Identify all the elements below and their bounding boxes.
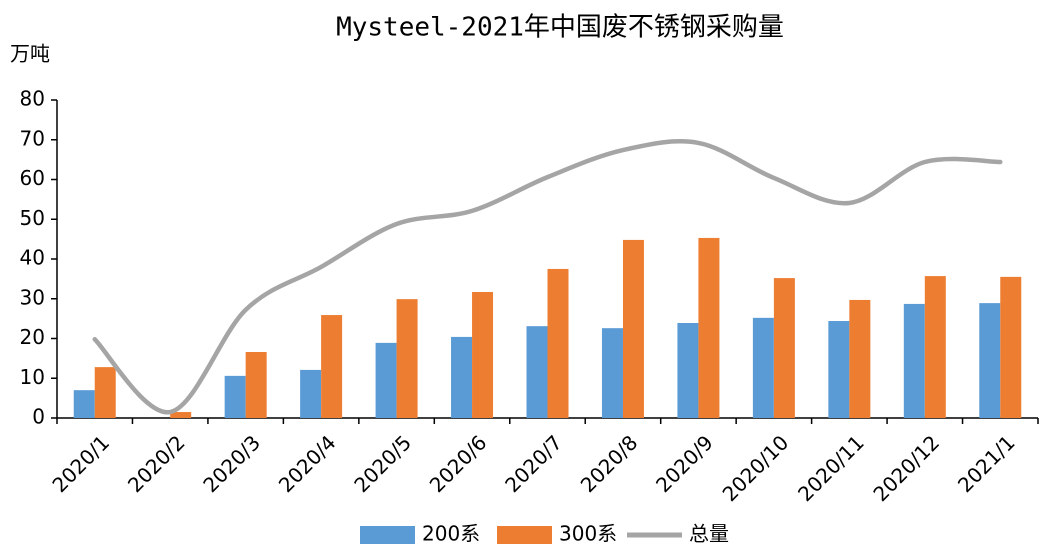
y-tick-label: 40	[20, 246, 45, 270]
bar	[451, 336, 473, 418]
bar	[94, 367, 116, 418]
y-tick-label: 10	[20, 365, 45, 389]
bar	[73, 390, 95, 418]
x-tick-label: 2020/12	[869, 430, 945, 506]
legend-swatch	[497, 526, 552, 544]
line	[92, 139, 1003, 415]
bar	[1000, 276, 1022, 418]
x-tick-label: 2020/9	[651, 430, 718, 497]
x-tick-label: 2020/5	[349, 430, 416, 497]
x-tick-label: 2020/1	[47, 430, 114, 497]
x-tick-label: 2020/10	[718, 430, 794, 506]
x-tick-label: 2020/7	[500, 430, 567, 497]
bar	[849, 299, 871, 418]
bar	[224, 375, 246, 418]
bar	[677, 322, 699, 418]
chart-title: Mysteel-2021年中国废不锈钢采购量	[336, 13, 784, 43]
bar	[472, 291, 494, 418]
x-tick-label: 2020/4	[274, 430, 341, 497]
bar	[396, 299, 418, 418]
bar	[245, 352, 267, 418]
x-tick-label: 2021/1	[953, 430, 1020, 497]
bar	[752, 317, 774, 418]
y-tick-label: 0	[32, 405, 45, 429]
bar	[170, 412, 192, 418]
bar	[375, 342, 397, 418]
bar	[526, 326, 548, 418]
y-tick-label: 30	[20, 285, 45, 309]
x-tick-label: 2020/2	[123, 430, 190, 497]
y-tick-label: 50	[20, 206, 45, 230]
y-tick-label: 20	[20, 325, 45, 349]
bar	[547, 268, 569, 418]
bar	[903, 303, 925, 418]
x-tick-label: 2020/3	[198, 430, 265, 497]
x-tick-label: 2020/6	[425, 430, 492, 497]
y-tick-label: 60	[20, 166, 45, 190]
legend-label: 200系	[422, 522, 480, 546]
y-tick-label: 80	[20, 87, 45, 111]
x-tick-label: 2020/11	[793, 430, 869, 506]
bar	[979, 303, 1001, 418]
y-tick-label: 70	[20, 126, 45, 150]
bar	[300, 369, 322, 418]
bar	[601, 328, 623, 418]
bar	[773, 278, 795, 418]
legend-swatch	[360, 526, 415, 544]
legend-label: 总量	[689, 522, 729, 546]
y-axis-label: 万吨	[10, 42, 50, 66]
bar	[828, 321, 850, 418]
legend-label: 300系	[559, 522, 617, 546]
bar	[622, 239, 644, 418]
bar	[321, 315, 343, 418]
bar	[924, 276, 946, 418]
bar	[698, 237, 720, 418]
x-tick-label: 2020/8	[576, 430, 643, 497]
